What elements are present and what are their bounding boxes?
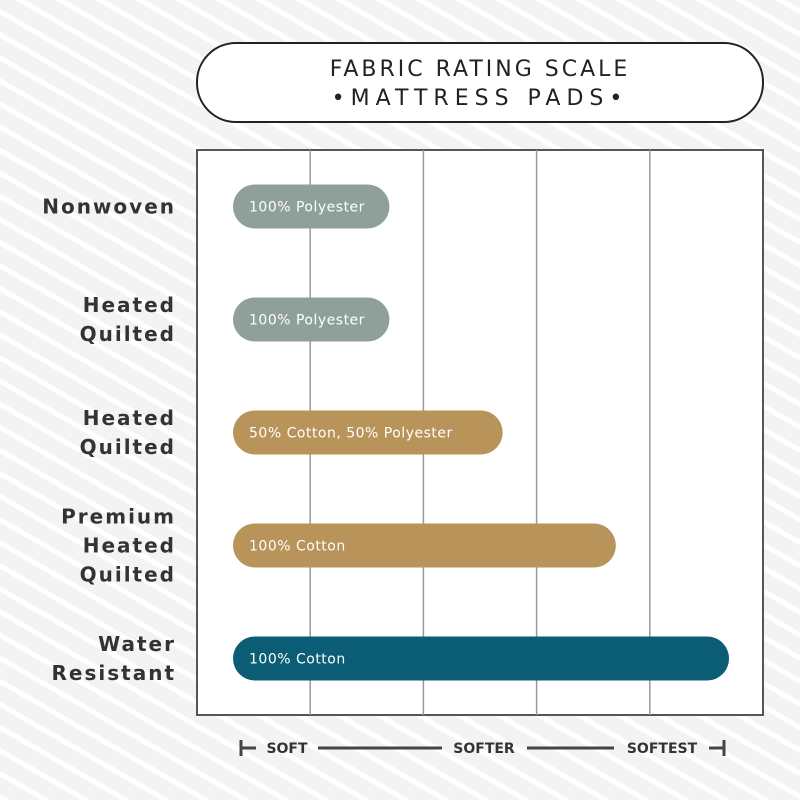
bar-label: 100% Polyester — [249, 200, 365, 216]
chart-subtitle: •MATTRESS PADS• — [332, 86, 629, 111]
title-pill — [196, 42, 764, 123]
chart-title: FABRIC RATING SCALE — [330, 57, 631, 82]
scale-label: SOFT — [266, 741, 308, 757]
category-label: Heated Quilted — [79, 292, 176, 346]
bar — [233, 410, 503, 455]
scale-label: SOFTER — [453, 741, 515, 757]
category-label: Water Resistant — [51, 631, 176, 685]
bar — [233, 297, 390, 342]
bar — [233, 523, 616, 568]
bar-label: 100% Polyester — [249, 313, 365, 329]
bar-label: 100% Cotton — [249, 652, 346, 668]
category-label: Heated Quilted — [79, 405, 176, 459]
bar — [233, 636, 730, 681]
bar-label: 100% Cotton — [249, 539, 346, 555]
bar-label: 50% Cotton, 50% Polyester — [249, 426, 453, 442]
scale-axis — [239, 740, 726, 756]
bar — [233, 184, 390, 229]
category-label: Premium Heated Quilted — [61, 504, 176, 586]
scale-label: SOFTEST — [627, 741, 698, 757]
category-label: Nonwoven — [42, 194, 176, 218]
